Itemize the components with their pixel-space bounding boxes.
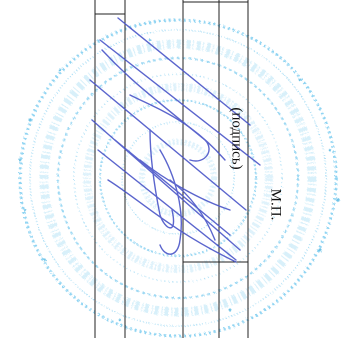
seal-caption: М.П. bbox=[267, 188, 284, 221]
signature-caption: (подпись) bbox=[228, 107, 245, 170]
